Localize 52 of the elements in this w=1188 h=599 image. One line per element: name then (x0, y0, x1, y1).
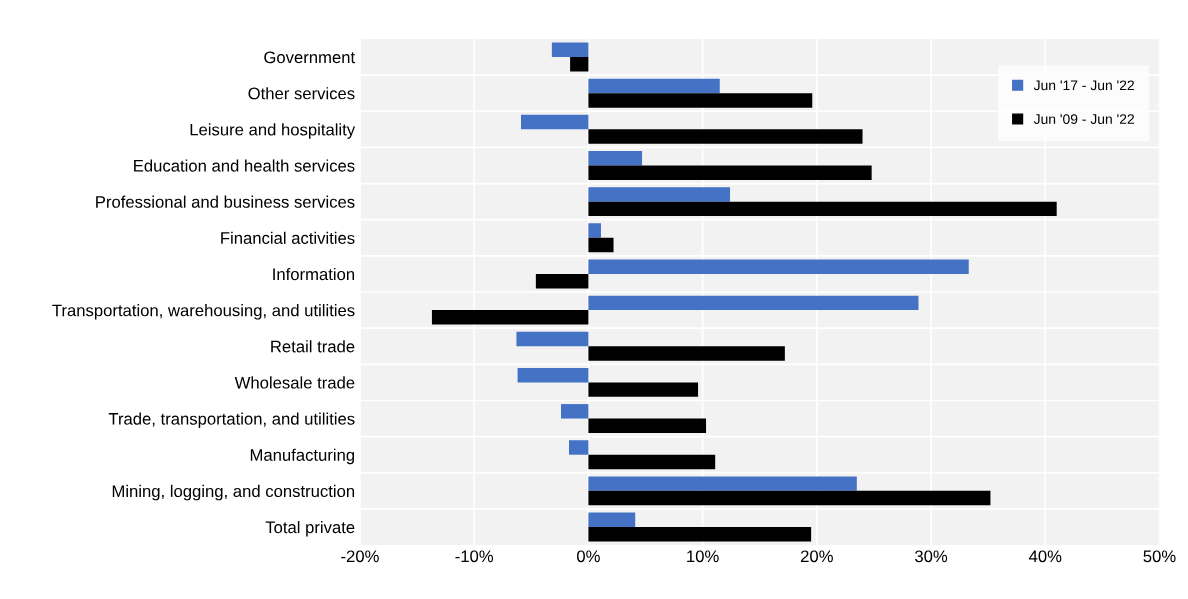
bar (431, 310, 589, 325)
bar (588, 151, 643, 166)
bar (588, 454, 716, 470)
y-tick-label: Information (273, 267, 355, 281)
x-tick-label: 10% (687, 550, 719, 563)
y-tick-label: Retail trade (271, 340, 355, 353)
bar (588, 165, 872, 180)
x-tick-label: 50% (1143, 550, 1176, 563)
y-tick-label: Total private (265, 520, 355, 537)
bar (588, 129, 863, 144)
y-tick-label: Mining, logging, and construction (112, 484, 355, 501)
bar (516, 331, 589, 347)
bar (588, 418, 707, 434)
y-tick-label: Manufacturing (250, 448, 355, 465)
y-tick-label: Transportation, warehousing, and utilities (52, 304, 355, 320)
bar (588, 382, 699, 397)
y-tick-label: Other services (248, 87, 355, 100)
bar (535, 273, 589, 289)
bar (588, 512, 636, 528)
bar (588, 490, 991, 506)
y-tick-label: Education and health services (134, 159, 355, 172)
bar (588, 78, 720, 94)
y-tick-label: Professional and business services (96, 195, 355, 208)
bar (588, 476, 857, 491)
bar (588, 93, 813, 108)
x-tick-label: 0% (577, 550, 600, 563)
bar (517, 367, 589, 383)
bar (551, 42, 589, 58)
x-tick-label: -10% (455, 550, 494, 563)
bar (588, 201, 1057, 217)
bar (588, 295, 919, 311)
bar (588, 259, 969, 274)
bar (560, 404, 589, 419)
bar (588, 527, 812, 542)
x-tick-label: 40% (1028, 550, 1062, 563)
legend-label: Jun '09 - Jun '22 (1033, 114, 1134, 124)
x-tick-label: -20% (341, 550, 379, 563)
bar (568, 440, 589, 455)
x-tick-label: 20% (801, 550, 833, 563)
y-tick-label: Financial activities (221, 231, 355, 244)
bar (588, 346, 785, 361)
y-tick-label: Trade, transportation, and utilities (108, 412, 355, 429)
bar (570, 57, 589, 72)
bar (588, 223, 601, 238)
legend-label: Jun '17 - Jun '22 (1033, 80, 1134, 91)
bar (588, 237, 614, 253)
y-tick-label: Wholesale trade (234, 376, 355, 389)
bar (521, 114, 589, 130)
x-tick-label: 30% (915, 550, 948, 563)
bar (588, 187, 731, 202)
y-tick-label: Leisure and hospitality (190, 123, 356, 139)
y-tick-label: Government (264, 51, 355, 64)
